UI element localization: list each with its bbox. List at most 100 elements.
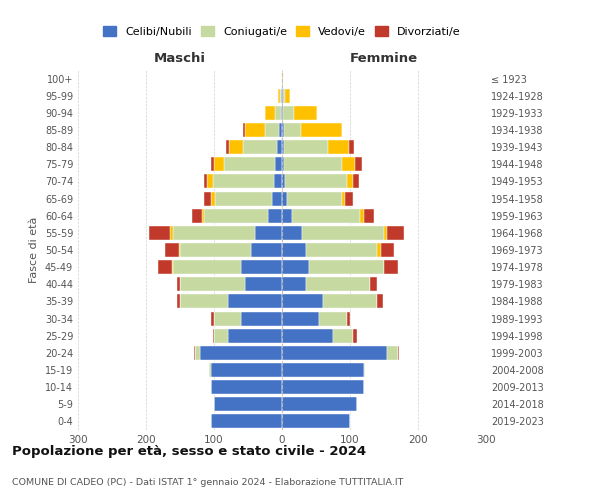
Bar [282, 226, 302, 240]
Bar [282, 294, 323, 308]
Text: COMUNE DI CADEO (PC) - Dati ISTAT 1° gennaio 2024 - Elaborazione TUTTITALIA.IT: COMUNE DI CADEO (PC) - Dati ISTAT 1° gen… [12, 478, 403, 487]
Bar [282, 328, 333, 342]
Bar [204, 174, 207, 188]
Bar [245, 278, 282, 291]
Bar [274, 174, 282, 188]
Bar [255, 226, 282, 240]
Bar [283, 88, 285, 102]
Bar [277, 140, 282, 154]
Text: Femmine: Femmine [350, 52, 418, 65]
Bar [278, 123, 282, 137]
Bar [180, 243, 251, 257]
Bar [251, 243, 282, 257]
Bar [319, 312, 347, 326]
Y-axis label: Fasce di età: Fasce di età [29, 217, 39, 283]
Bar [272, 192, 282, 205]
Bar [211, 414, 282, 428]
Bar [282, 414, 350, 428]
Bar [388, 346, 398, 360]
Bar [282, 243, 306, 257]
Bar [293, 106, 317, 120]
Bar [284, 140, 328, 154]
Bar [211, 380, 282, 394]
Bar [281, 106, 282, 120]
Bar [377, 243, 380, 257]
Text: Popolazione per età, sesso e stato civile - 2024: Popolazione per età, sesso e stato civil… [12, 445, 366, 458]
Bar [202, 208, 204, 222]
Bar [360, 208, 364, 222]
Bar [281, 88, 282, 102]
Bar [205, 192, 211, 205]
Bar [265, 106, 275, 120]
Bar [204, 208, 268, 222]
Bar [165, 243, 179, 257]
Bar [173, 226, 255, 240]
Bar [180, 278, 245, 291]
Bar [377, 294, 383, 308]
Bar [284, 158, 342, 172]
Bar [211, 158, 214, 172]
Bar [364, 208, 374, 222]
Bar [287, 192, 342, 205]
Bar [214, 158, 224, 172]
Bar [245, 123, 265, 137]
Bar [282, 174, 286, 188]
Bar [214, 312, 241, 326]
Bar [211, 312, 214, 326]
Bar [285, 88, 290, 102]
Bar [226, 140, 229, 154]
Bar [200, 346, 282, 360]
Bar [282, 380, 364, 394]
Bar [268, 208, 282, 222]
Bar [364, 363, 365, 377]
Bar [347, 312, 350, 326]
Text: Maschi: Maschi [154, 52, 206, 65]
Bar [282, 106, 283, 120]
Bar [282, 72, 283, 86]
Bar [224, 158, 275, 172]
Bar [241, 260, 282, 274]
Bar [214, 398, 282, 411]
Bar [302, 226, 384, 240]
Bar [227, 328, 282, 342]
Bar [388, 226, 404, 240]
Bar [241, 312, 282, 326]
Bar [323, 294, 377, 308]
Bar [353, 328, 357, 342]
Bar [398, 346, 399, 360]
Bar [342, 192, 345, 205]
Bar [282, 312, 319, 326]
Bar [278, 88, 280, 102]
Bar [191, 208, 202, 222]
Bar [333, 328, 353, 342]
Bar [212, 328, 214, 342]
Bar [347, 174, 353, 188]
Bar [275, 106, 281, 120]
Bar [282, 140, 284, 154]
Bar [301, 123, 342, 137]
Bar [353, 174, 359, 188]
Bar [282, 208, 292, 222]
Bar [355, 158, 362, 172]
Bar [282, 123, 284, 137]
Bar [280, 88, 281, 102]
Bar [282, 398, 357, 411]
Bar [211, 192, 215, 205]
Bar [309, 260, 384, 274]
Bar [149, 226, 170, 240]
Bar [286, 174, 347, 188]
Bar [349, 140, 354, 154]
Bar [179, 243, 180, 257]
Bar [176, 294, 180, 308]
Bar [158, 260, 172, 274]
Legend: Celibi/Nubili, Coniugati/e, Vedovi/e, Divorziati/e: Celibi/Nubili, Coniugati/e, Vedovi/e, Di… [99, 22, 465, 41]
Bar [342, 158, 355, 172]
Bar [284, 123, 301, 137]
Bar [172, 260, 173, 274]
Bar [292, 208, 360, 222]
Bar [282, 363, 364, 377]
Bar [195, 346, 200, 360]
Bar [306, 243, 377, 257]
Bar [283, 106, 293, 120]
Bar [242, 123, 245, 137]
